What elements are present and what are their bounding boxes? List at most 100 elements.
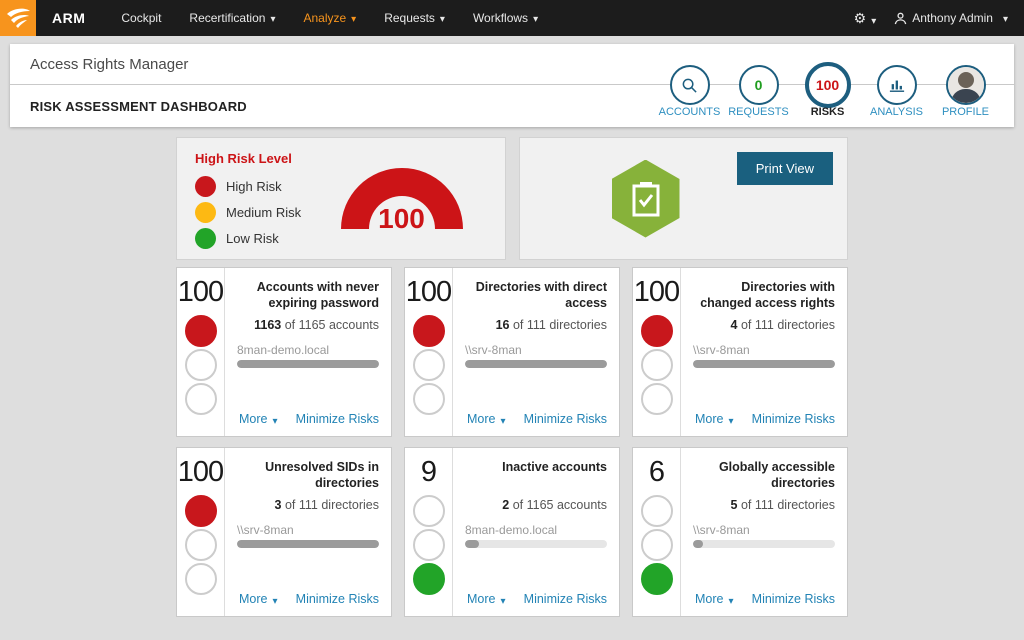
card-scope: \\srv-8man bbox=[465, 343, 522, 357]
more-button[interactable]: More bbox=[239, 592, 278, 606]
nav-item-requests[interactable]: Requests bbox=[370, 0, 459, 36]
traffic-light-low bbox=[640, 563, 673, 595]
risk-score: 100 bbox=[177, 456, 224, 488]
card-title: Directories with changed access rights bbox=[700, 280, 835, 311]
quick-nav-label: RISKS bbox=[810, 106, 845, 118]
traffic-light-low bbox=[412, 383, 445, 415]
more-button[interactable]: More bbox=[239, 412, 278, 426]
count-suffix: of 111 directories bbox=[512, 318, 607, 332]
quick-nav-label: REQUESTS bbox=[728, 106, 789, 118]
settings-gear-icon[interactable]: ⚙ bbox=[854, 10, 877, 27]
more-label: More bbox=[239, 412, 268, 426]
count-suffix: of 1165 accounts bbox=[284, 318, 379, 332]
risk-card: 9 Inactive accounts 2 of 1165 accounts 8… bbox=[404, 447, 620, 617]
card-title: Unresolved SIDs in directories bbox=[265, 460, 379, 491]
progress-fill bbox=[237, 360, 379, 368]
more-button[interactable]: More bbox=[695, 412, 734, 426]
quick-nav-requests[interactable]: 0 REQUESTS bbox=[724, 44, 793, 127]
card-count: 4 of 111 directories bbox=[693, 318, 835, 332]
bar-chart-icon bbox=[889, 80, 904, 92]
card-count: 2 of 1165 accounts bbox=[465, 498, 607, 512]
user-avatar bbox=[947, 67, 984, 103]
legend-medium-risk: Medium Risk bbox=[195, 202, 505, 223]
card-scope: \\srv-8man bbox=[693, 343, 750, 357]
solarwinds-logo[interactable] bbox=[0, 0, 36, 36]
nav-label: Analyze bbox=[303, 11, 347, 25]
traffic-light-low bbox=[184, 563, 217, 595]
traffic-light-medium bbox=[640, 529, 673, 561]
clipboard-check-icon bbox=[632, 181, 659, 216]
quick-nav-risks[interactable]: 100 RISKS bbox=[793, 44, 862, 127]
card-title: Directories with direct access bbox=[475, 280, 607, 311]
minimize-risks-button[interactable]: Minimize Risks bbox=[523, 412, 607, 426]
minimize-risks-button[interactable]: Minimize Risks bbox=[751, 412, 835, 426]
traffic-light-high bbox=[184, 495, 217, 527]
minimize-risks-button[interactable]: Minimize Risks bbox=[295, 412, 379, 426]
risk-score: 100 bbox=[405, 276, 452, 308]
more-button[interactable]: More bbox=[467, 412, 506, 426]
more-button[interactable]: More bbox=[695, 592, 734, 606]
print-view-button[interactable]: Print View bbox=[736, 152, 833, 185]
card-count: 3 of 111 directories bbox=[237, 498, 379, 512]
quick-nav-label: ANALYSIS bbox=[870, 106, 923, 118]
traffic-light-low bbox=[412, 563, 445, 595]
nav-label: Cockpit bbox=[121, 11, 162, 25]
nav-label: Requests bbox=[384, 11, 435, 25]
card-title: Globally accessible directories bbox=[718, 460, 835, 491]
legend-label: Low Risk bbox=[226, 231, 279, 246]
nav-item-cockpit[interactable]: Cockpit bbox=[107, 0, 175, 36]
quick-nav-analysis[interactable]: ANALYSIS bbox=[862, 44, 931, 127]
progress-fill bbox=[465, 540, 480, 548]
more-button[interactable]: More bbox=[467, 592, 506, 606]
progress-fill bbox=[465, 360, 607, 368]
risk-gauge: 100 bbox=[340, 168, 463, 234]
minimize-risks-button[interactable]: Minimize Risks bbox=[523, 592, 607, 606]
requests-count: 0 bbox=[738, 65, 779, 105]
quick-nav-accounts[interactable]: ACCOUNTS bbox=[655, 44, 724, 127]
traffic-light bbox=[633, 495, 680, 595]
gauge-value: 100 bbox=[378, 203, 425, 234]
page-title-row: RISK ASSESSMENT DASHBOARD bbox=[10, 85, 1014, 127]
risk-level-title: High Risk Level bbox=[195, 151, 292, 166]
traffic-light-high bbox=[640, 495, 673, 527]
progress-fill bbox=[693, 540, 703, 548]
card-scope: 8man-demo.local bbox=[237, 343, 330, 357]
card-title: Inactive accounts bbox=[502, 460, 607, 474]
risk-card: 100 Directories with changed access righ… bbox=[632, 267, 848, 437]
medium-risk-dot bbox=[195, 202, 216, 223]
minimize-risks-button[interactable]: Minimize Risks bbox=[295, 592, 379, 606]
risk-score: 100 bbox=[633, 276, 680, 308]
nav-item-analyze[interactable]: Analyze bbox=[289, 0, 370, 36]
top-navbar: ARM Cockpit Recertification Analyze Requ… bbox=[0, 0, 1024, 36]
page-header: Access Rights Manager RISK ASSESSMENT DA… bbox=[10, 44, 1014, 127]
card-scope: 8man-demo.local bbox=[465, 523, 558, 537]
nav-item-recertification[interactable]: Recertification bbox=[175, 0, 289, 36]
minimize-risks-button[interactable]: Minimize Risks bbox=[751, 592, 835, 606]
legend-label: High Risk bbox=[226, 179, 282, 194]
traffic-light-low bbox=[640, 383, 673, 415]
card-scope: \\srv-8man bbox=[693, 523, 750, 537]
solarwinds-swirl-icon bbox=[7, 8, 30, 28]
header-quick-nav: ACCOUNTS 0 REQUESTS 100 RISKS ANALYSIS bbox=[655, 44, 1000, 127]
traffic-light-medium bbox=[640, 349, 673, 381]
progress-bar bbox=[465, 360, 607, 368]
user-name: Anthony Admin bbox=[912, 11, 993, 25]
quick-nav-label: ACCOUNTS bbox=[658, 106, 721, 118]
traffic-light-high bbox=[640, 315, 673, 347]
traffic-light-medium bbox=[412, 529, 445, 561]
nav-item-workflows[interactable]: Workflows bbox=[459, 0, 552, 36]
risk-level-panel: High Risk Level High Risk Medium Risk Lo… bbox=[176, 137, 506, 260]
more-label: More bbox=[695, 412, 724, 426]
more-label: More bbox=[467, 412, 496, 426]
legend-low-risk: Low Risk bbox=[195, 228, 505, 249]
traffic-light bbox=[177, 495, 224, 595]
card-count: 16 of 111 directories bbox=[465, 318, 607, 332]
count-value: 16 bbox=[495, 318, 510, 332]
quick-nav-profile[interactable]: PROFILE bbox=[931, 44, 1000, 127]
legend-high-risk: High Risk bbox=[195, 176, 505, 197]
risk-cards-grid: 100 Accounts with never expiring passwor… bbox=[176, 267, 848, 617]
risk-card: 6 Globally accessible directories 5 of 1… bbox=[632, 447, 848, 617]
app-title-row: Access Rights Manager bbox=[10, 44, 1014, 85]
user-menu[interactable]: Anthony Admin bbox=[894, 11, 1008, 25]
progress-bar bbox=[465, 540, 607, 548]
